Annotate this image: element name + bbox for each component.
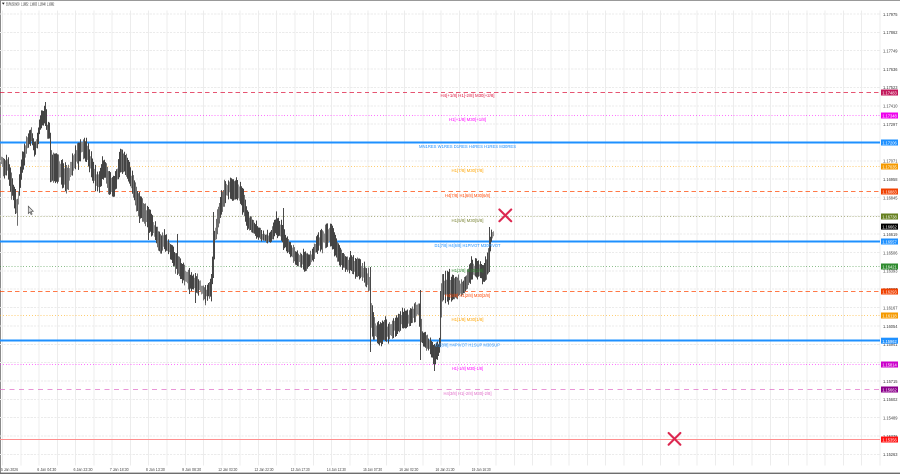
svg-text:1.17483: 1.17483 (882, 91, 897, 96)
svg-text:1.17035: 1.17035 (882, 165, 897, 170)
svg-text:MN1RES W1RES D1RES H4RES H1RES: MN1RES W1RES D1RES H4RES H1RES M30RES (419, 144, 516, 149)
svg-text:H1[1/8] M30[1/8]: H1[1/8] M30[1/8] (452, 317, 484, 322)
svg-text:12 Jan 03:30: 12 Jan 03:30 (218, 467, 237, 472)
svg-text:D1[7/8] H4[6/8] H1PIVOT M30PIV: D1[7/8] H4[6/8] H1PIVOT M30PIVOT (435, 243, 501, 248)
svg-text:9 Jan 08:30: 9 Jan 08:30 (182, 467, 201, 472)
svg-text:5 Jan 2026: 5 Jan 2026 (1, 467, 18, 472)
svg-text:1.17348: 1.17348 (882, 114, 897, 119)
svg-text:13 Jan 17:30: 13 Jan 17:30 (291, 467, 310, 472)
svg-text:1.15356: 1.15356 (882, 438, 897, 443)
svg-text:15 Jan 07:30: 15 Jan 07:30 (363, 467, 382, 472)
svg-text:1.16845: 1.16845 (883, 195, 898, 201)
svg-text:H1[7/8] M30[7/8]: H1[7/8] M30[7/8] (452, 168, 484, 173)
svg-text:1.16652: 1.16652 (21, 2, 28, 7)
svg-text:1.15814: 1.15814 (882, 363, 897, 368)
svg-text:1.15489: 1.15489 (883, 416, 898, 422)
svg-text:1.16663: 1.16663 (30, 2, 37, 7)
svg-text:1.15602: 1.15602 (883, 397, 898, 403)
svg-text:1.17523: 1.17523 (883, 85, 898, 91)
svg-text:1.16958: 1.16958 (883, 177, 898, 183)
svg-text:1.17975: 1.17975 (883, 12, 898, 18)
svg-text:H4[8/8] H1[2/8] M30[2/8]: H4[8/8] H1[2/8] M30[2/8] (445, 293, 490, 298)
svg-text:1.16293: 1.16293 (882, 290, 897, 295)
svg-text:1.16393: 1.16393 (883, 269, 898, 275)
svg-text:1.17410: 1.17410 (883, 104, 898, 110)
svg-text:D1[8/8] H4PIVOT H1SUP M30SUP: D1[8/8] H4PIVOT H1SUP M30SUP (435, 342, 500, 347)
svg-text:1.16118: 1.16118 (882, 314, 897, 319)
svg-text:16 Jan 21:30: 16 Jan 21:30 (436, 467, 455, 472)
svg-text:12 Jan 22:30: 12 Jan 22:30 (255, 467, 274, 472)
svg-text:1.17862: 1.17862 (883, 30, 898, 36)
svg-text:H4[7/8] H1[6/8] M30[6/8]: H4[7/8] H1[6/8] M30[6/8] (445, 193, 490, 198)
svg-text:1.17749: 1.17749 (883, 49, 898, 55)
svg-text:H1[3/8] M30[3/8]: H1[3/8] M30[3/8] (452, 268, 484, 273)
svg-text:H1[5/8] M30[5/8]: H1[5/8] M30[5/8] (452, 218, 484, 223)
svg-text:1.15941: 1.15941 (883, 342, 898, 348)
svg-text:1.16662: 1.16662 (882, 225, 897, 230)
svg-text:1.15263: 1.15263 (883, 452, 898, 458)
svg-text:1.16167: 1.16167 (883, 305, 898, 311)
svg-text:1.17206: 1.17206 (882, 141, 897, 146)
svg-text:H4[+1/8] H1[-2/8] M30[+2/8]: H4[+1/8] H1[-2/8] M30[+2/8] (441, 93, 495, 98)
svg-text:1.15715: 1.15715 (883, 379, 898, 385)
svg-text:6 Jan 04:30: 6 Jan 04:30 (37, 467, 56, 472)
svg-text:7 Jan 18:30: 7 Jan 18:30 (110, 467, 129, 472)
svg-text:1.16619: 1.16619 (883, 232, 898, 238)
svg-text:H1[+1/8] M30[+1/8]: H1[+1/8] M30[+1/8] (449, 117, 486, 122)
svg-text:H4[3/8] H1[-2/8] M30[-2/8]: H4[3/8] H1[-2/8] M30[-2/8] (444, 391, 492, 396)
svg-text:14 Jan 12:30: 14 Jan 12:30 (327, 467, 346, 472)
svg-text:1.16421: 1.16421 (882, 265, 897, 270)
svg-text:H1[-1/8] M30[-1/8]: H1[-1/8] M30[-1/8] (452, 366, 483, 371)
svg-text:1.15662: 1.15662 (882, 388, 897, 393)
svg-text:1.15962: 1.15962 (882, 339, 897, 344)
svg-text:1.17297: 1.17297 (883, 122, 898, 128)
svg-text:1.16506: 1.16506 (883, 250, 898, 256)
svg-text:6 Jan 23:30: 6 Jan 23:30 (74, 467, 93, 472)
svg-text:1.16054: 1.16054 (883, 324, 898, 330)
svg-text:16 Jan 02:30: 16 Jan 02:30 (399, 467, 418, 472)
svg-text:1.16662: 1.16662 (47, 2, 54, 7)
svg-text:1.16738: 1.16738 (882, 215, 897, 220)
svg-text:1.16648: 1.16648 (38, 2, 45, 7)
svg-text:1.17071: 1.17071 (883, 159, 898, 165)
svg-text:1.16883: 1.16883 (882, 190, 897, 195)
svg-text:EURUSD,M30: EURUSD,M30 (6, 2, 19, 7)
svg-text:19 Jan 16:30: 19 Jan 16:30 (472, 467, 491, 472)
svg-text:8 Jan 13:30: 8 Jan 13:30 (146, 467, 165, 472)
svg-text:1.16557: 1.16557 (882, 240, 897, 245)
svg-text:1.17636: 1.17636 (883, 67, 898, 73)
